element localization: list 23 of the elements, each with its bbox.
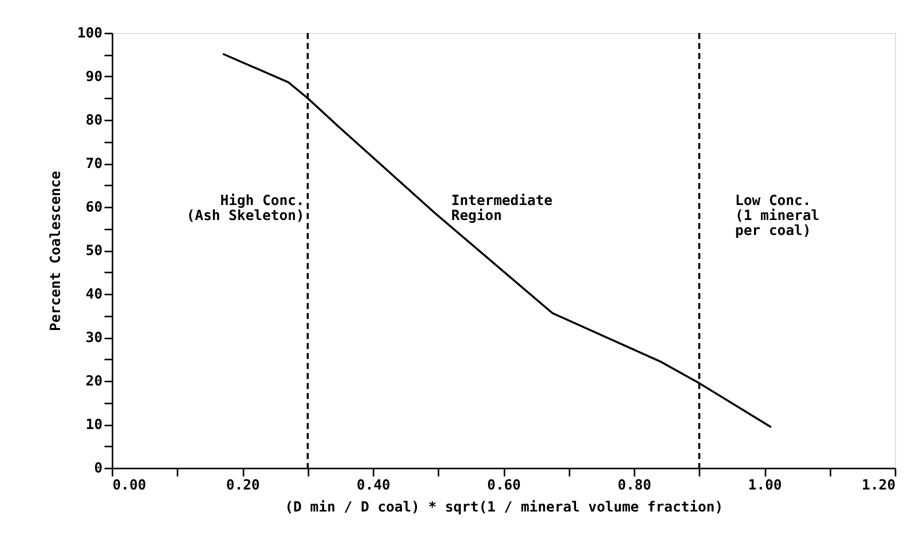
y-tick-label: 30 [86, 330, 102, 346]
x-axis-title: (D min / D coal) * sqrt(1 / mineral volume fraction) [284, 500, 724, 516]
annotation: Intermediate Region [451, 192, 552, 224]
annotation: High Conc. (Ash Skeleton) [186, 192, 304, 224]
x-tick-label: 0.00 [112, 478, 146, 494]
x-tick-label: 0.20 [226, 478, 260, 494]
y-tick-label: 20 [86, 374, 102, 390]
y-tick-label: 10 [86, 417, 102, 433]
y-tick-label: 90 [86, 69, 102, 85]
y-tick-label: 40 [86, 286, 102, 302]
y-tick-label: 60 [86, 200, 102, 216]
x-tick-label: 1.20 [862, 478, 896, 494]
y-tick-label: 0 [94, 460, 102, 476]
y-tick-label: 50 [86, 243, 102, 259]
annotation: Low Conc. (1 mineral per coal) [735, 192, 820, 239]
y-axis-title: Percent Coalescence [48, 170, 64, 332]
y-tick-label: 80 [86, 112, 102, 128]
x-tick-label: 0.60 [487, 478, 521, 494]
y-tick-label: 70 [86, 156, 102, 172]
x-tick-label: 1.00 [748, 478, 782, 494]
x-tick-label: 0.40 [356, 478, 390, 494]
x-tick-label: 0.80 [618, 478, 652, 494]
y-tick-label: 100 [77, 26, 102, 42]
